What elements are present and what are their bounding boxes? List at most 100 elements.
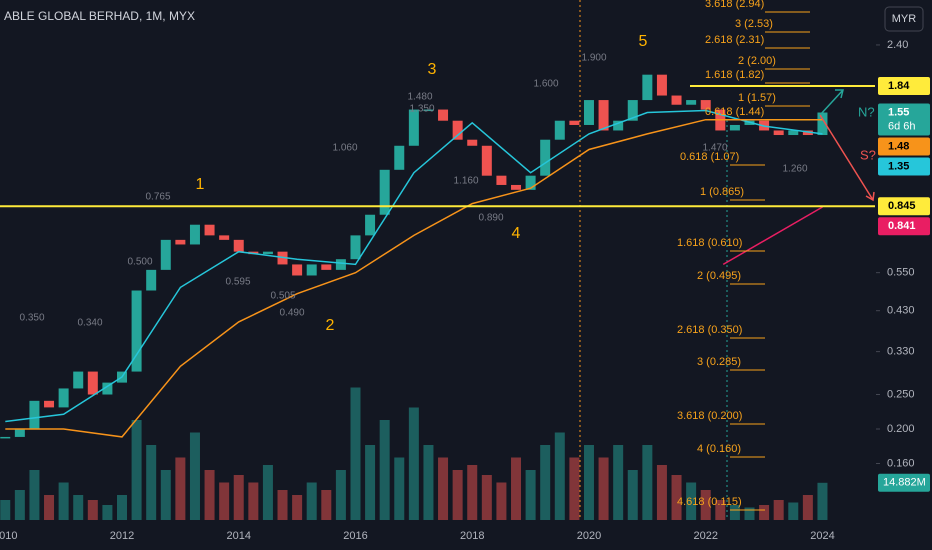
y-tick-label: 0.550 [887, 267, 915, 279]
volume-bar [700, 490, 711, 520]
volume-bar [496, 482, 507, 520]
candle [613, 120, 624, 131]
x-tick-label: 2012 [110, 530, 134, 542]
price-note: 0.505 [270, 291, 295, 302]
candle [496, 175, 507, 185]
candle [262, 251, 273, 255]
arrow-head [865, 191, 875, 202]
volume-bar [292, 495, 303, 520]
volume-bar [321, 490, 332, 520]
scenario-arrow [819, 114, 874, 201]
candle [671, 95, 682, 105]
volume-bar [175, 457, 186, 520]
axis-layer: 2010 2012 2014 2016 2018 2020 2022 2024 2.40 0.55… [0, 39, 930, 542]
candle [335, 259, 346, 270]
x-tick-label: 2022 [693, 530, 717, 542]
volume-bar [671, 475, 682, 520]
volume-bar [219, 482, 230, 520]
volume-bar [394, 457, 405, 520]
price-badge [878, 217, 930, 236]
volume-bar [204, 470, 215, 520]
volume-bar [788, 502, 799, 520]
volume-bar [686, 482, 697, 520]
candle [0, 436, 11, 439]
volume-badge [878, 473, 930, 492]
fib-label: 2 (0.495) [697, 270, 741, 282]
y-tick-label: 0.250 [887, 388, 915, 400]
candle [686, 100, 697, 105]
candle [102, 382, 113, 395]
fib-label: 1 (1.57) [738, 92, 776, 104]
price-badge [878, 137, 930, 156]
volume-bar [729, 505, 740, 520]
candle [87, 371, 98, 395]
fib-label: 3.618 (2.94) [705, 0, 764, 10]
candle [773, 130, 784, 136]
price-badge [878, 103, 930, 136]
price-layer [0, 74, 875, 439]
fib-label: 3 (0.285) [697, 356, 741, 368]
indicator-line [5, 109, 823, 423]
y-tick-label: 2.40 [887, 39, 908, 51]
price-badge [878, 197, 930, 216]
volume-bar [365, 445, 376, 520]
price-note: 1.470 [702, 143, 727, 154]
candle [233, 239, 244, 252]
price-badge-label: 1.84 [888, 80, 910, 92]
candle [321, 264, 332, 270]
volume-bar [233, 475, 244, 520]
price-note: 0.350 [19, 313, 44, 324]
volume-bar [0, 500, 11, 520]
fib-label: 1 (0.865) [700, 186, 744, 198]
price-badge-label: 0.841 [888, 220, 916, 232]
currency-box[interactable] [884, 6, 924, 32]
volume-bar [715, 500, 726, 520]
price-note: 1.060 [332, 143, 357, 154]
candle [29, 400, 40, 429]
price-note: 1.260 [782, 164, 807, 175]
candle [525, 175, 536, 190]
volume-bar [627, 470, 638, 520]
fib-label: 1.618 (0.610) [677, 237, 742, 249]
volume-bar [467, 465, 478, 520]
candle [219, 235, 230, 240]
volume-bar [248, 482, 259, 520]
candle [583, 100, 594, 125]
price-badge [878, 77, 930, 96]
price-badge-label: 1.55 [888, 106, 909, 118]
candle [481, 145, 492, 176]
candle [73, 371, 84, 389]
candle [204, 224, 215, 236]
fib-label: 2.618 (0.350) [677, 324, 742, 336]
wave-label: 4 [512, 225, 521, 242]
candle [365, 214, 376, 236]
price-note: 0.490 [279, 308, 304, 319]
wave-label: 5 [639, 33, 648, 50]
indicator-line [5, 118, 823, 438]
price-note: 0.595 [225, 277, 250, 288]
chart-title: ABLE GLOBAL BERHAD, 1M, MYX [4, 9, 195, 23]
price-note: 1.600 [533, 79, 558, 90]
volume-bar [73, 495, 84, 520]
volume-bar [58, 482, 69, 520]
candle [394, 145, 405, 170]
wave-label: 1 [196, 176, 205, 193]
volume-bar [744, 507, 755, 520]
candle [729, 124, 740, 131]
volume-bar [408, 407, 419, 520]
candle [642, 74, 653, 101]
price-note: 1.900 [581, 53, 606, 64]
candle [306, 264, 317, 276]
candle [788, 130, 799, 136]
x-tick-label: 2010 [0, 530, 17, 542]
scenario-label: N? [858, 104, 875, 119]
candle [44, 400, 55, 408]
volume-bar [481, 475, 492, 520]
price-note: 1.480 [407, 92, 432, 103]
volume-bar [160, 470, 171, 520]
volume-bar [262, 465, 273, 520]
volume-bar [817, 482, 828, 520]
candle [175, 239, 186, 245]
y-tick-label: 0.200 [887, 423, 915, 435]
